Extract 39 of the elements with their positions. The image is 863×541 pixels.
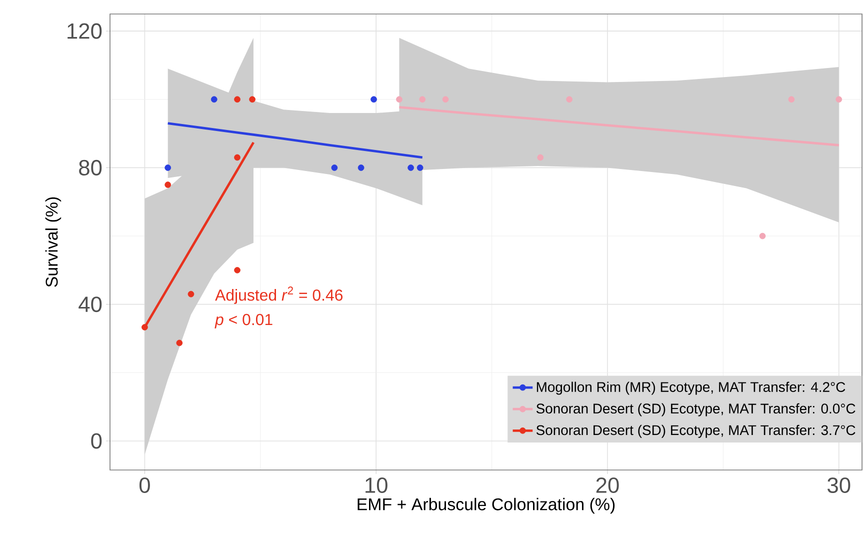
y-tick-label: 0: [91, 433, 102, 449]
legend-label: Mogollon Rim (MR) Ecotype, MAT Transfer: 4.2°C: [536, 382, 846, 395]
point: [164, 164, 172, 171]
y-tick-label: 120: [68, 23, 102, 39]
point: [358, 164, 364, 171]
point: [408, 164, 414, 171]
point: [234, 96, 240, 103]
legend-label: Sonoran Desert (SD) Ecotype, MAT Transfer: 3.7°C: [536, 424, 856, 438]
point: [836, 96, 842, 103]
point: [788, 96, 795, 103]
legend-label: Sonoran Desert (SD) Ecotype, MAT Transfer: 0.0°C: [536, 403, 856, 416]
point: [396, 96, 402, 103]
point: [416, 164, 424, 171]
point: [234, 266, 240, 274]
x-tick-label: 20: [596, 477, 619, 494]
point: [331, 164, 338, 171]
point: [370, 96, 377, 103]
y-tick-label: 80: [79, 160, 102, 176]
point: [164, 182, 172, 188]
point: [442, 96, 449, 103]
point: [176, 340, 183, 346]
annotation: Adjusted r$^{2}$ = 0.46: [215, 286, 343, 304]
y-tick-label: 40: [78, 296, 102, 312]
x-tick-label: 10: [366, 477, 388, 494]
annotation: p < 0.01: [214, 314, 272, 328]
point: [142, 324, 148, 330]
point: [537, 154, 544, 161]
y-axis-title: Survival (%): [45, 197, 62, 287]
point: [566, 96, 572, 103]
point: [210, 96, 218, 103]
line-series: [398, 106, 840, 146]
x-tick-label: 0: [139, 477, 150, 494]
point: [419, 96, 426, 103]
point: [188, 290, 194, 298]
x-axis-title: EMF + Arbuscule Colonization (%): [358, 498, 615, 514]
point: [759, 232, 766, 240]
point: [249, 96, 256, 103]
x-tick-label: 30: [828, 477, 850, 494]
point: [234, 154, 240, 161]
